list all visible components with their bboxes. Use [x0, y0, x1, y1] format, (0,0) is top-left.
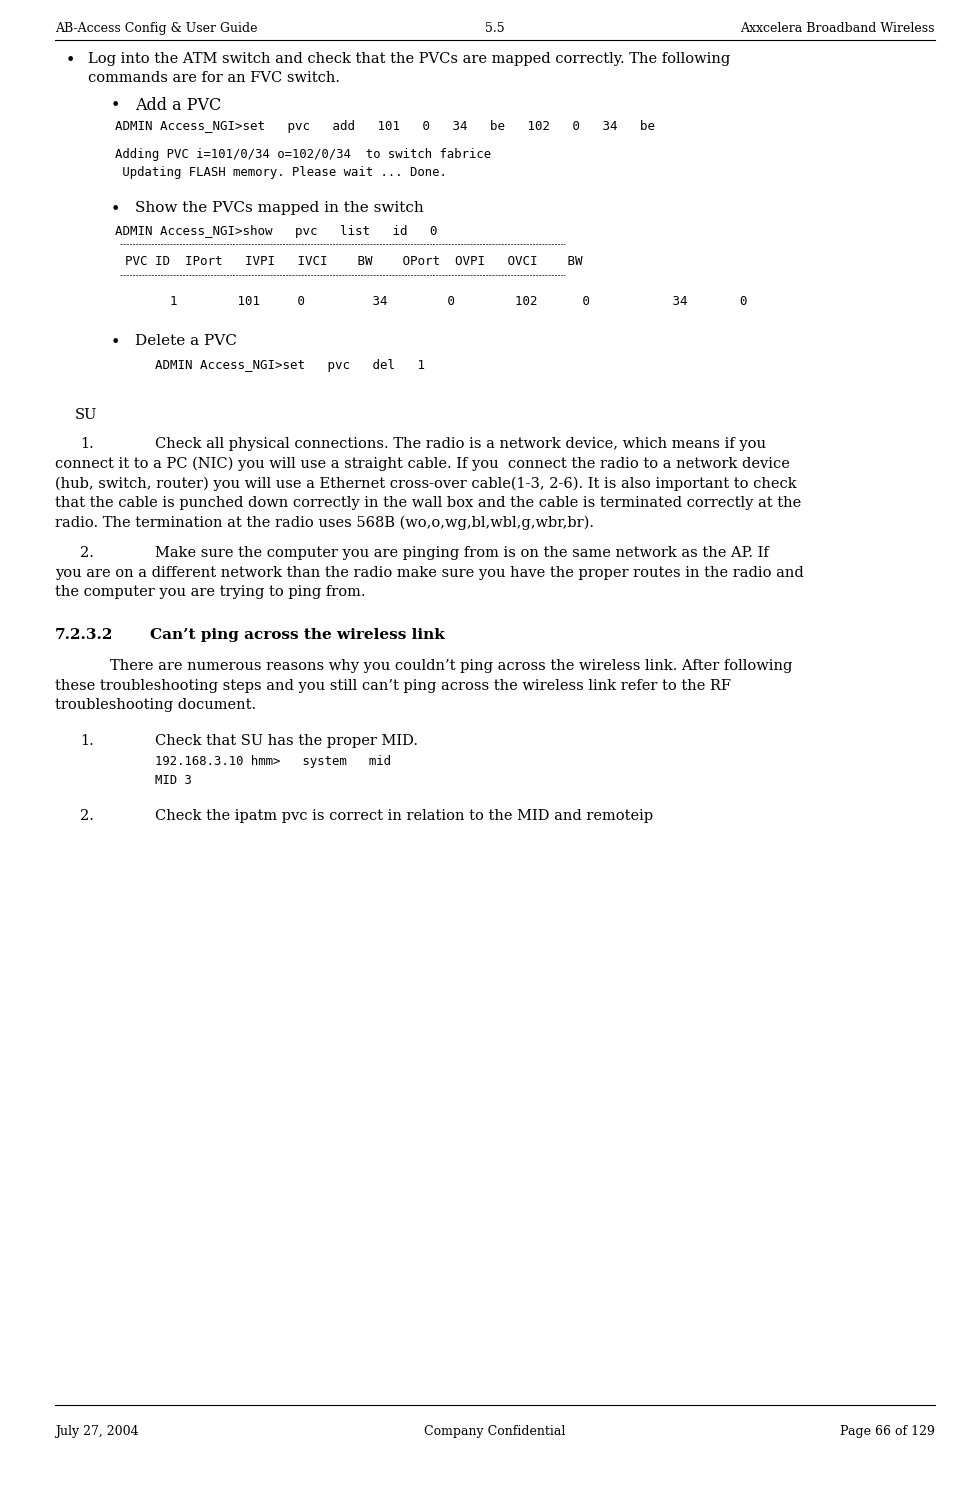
- Text: •: •: [110, 97, 120, 114]
- Text: Log into the ATM switch and check that the PVCs are mapped correctly. The follow: Log into the ATM switch and check that t…: [88, 52, 730, 66]
- Text: 1        101     0         34        0        102      0           34       0: 1 101 0 34 0 102 0 34 0: [125, 294, 748, 308]
- Text: Axxcelera Broadband Wireless: Axxcelera Broadband Wireless: [740, 22, 935, 34]
- Text: •: •: [110, 333, 120, 351]
- Text: that the cable is punched down correctly in the wall box and the cable is termin: that the cable is punched down correctly…: [55, 496, 801, 509]
- Text: 1.: 1.: [80, 734, 94, 747]
- Text: 192.168.3.10 hmm>   system   mid: 192.168.3.10 hmm> system mid: [155, 754, 391, 768]
- Text: Delete a PVC: Delete a PVC: [135, 333, 237, 348]
- Text: SU: SU: [75, 408, 98, 421]
- Text: PVC ID  IPort   IVPI   IVCI    BW    OPort  OVPI   OVCI    BW: PVC ID IPort IVPI IVCI BW OPort OVPI OVC…: [125, 255, 582, 267]
- Text: the computer you are trying to ping from.: the computer you are trying to ping from…: [55, 586, 366, 599]
- Text: Check all physical connections. The radio is a network device, which means if yo: Check all physical connections. The radi…: [155, 438, 766, 451]
- Text: Updating FLASH memory. Please wait ... Done.: Updating FLASH memory. Please wait ... D…: [115, 166, 447, 179]
- Text: Page 66 of 129: Page 66 of 129: [840, 1425, 935, 1439]
- Text: 7.2.3.2: 7.2.3.2: [55, 627, 113, 642]
- Text: Add a PVC: Add a PVC: [135, 97, 221, 114]
- Text: you are on a different network than the radio make sure you have the proper rout: you are on a different network than the …: [55, 566, 803, 580]
- Text: ADMIN Access_NGI>show   pvc   list   id   0: ADMIN Access_NGI>show pvc list id 0: [115, 224, 438, 238]
- Text: ADMIN Access_NGI>set   pvc   del   1: ADMIN Access_NGI>set pvc del 1: [155, 359, 425, 372]
- Text: Company Confidential: Company Confidential: [424, 1425, 566, 1439]
- Text: There are numerous reasons why you couldn’t ping across the wireless link. After: There are numerous reasons why you could…: [110, 659, 793, 674]
- Text: Make sure the computer you are pinging from is on the same network as the AP. If: Make sure the computer you are pinging f…: [155, 547, 768, 560]
- Text: commands are for an FVC switch.: commands are for an FVC switch.: [88, 72, 340, 85]
- Text: Check that SU has the proper MID.: Check that SU has the proper MID.: [155, 734, 418, 747]
- Text: 2.: 2.: [80, 808, 94, 823]
- Text: •: •: [110, 202, 120, 218]
- Text: •: •: [65, 52, 75, 69]
- Text: ADMIN Access_NGI>set   pvc   add   101   0   34   be   102   0   34   be: ADMIN Access_NGI>set pvc add 101 0 34 be…: [115, 120, 655, 133]
- Text: Check the ipatm pvc is correct in relation to the MID and remoteip: Check the ipatm pvc is correct in relati…: [155, 808, 653, 823]
- Text: Adding PVC i=101/0/34 o=102/0/34  to switch fabrice: Adding PVC i=101/0/34 o=102/0/34 to swit…: [115, 148, 491, 160]
- Text: 5.5: 5.5: [486, 22, 505, 34]
- Text: 1.: 1.: [80, 438, 94, 451]
- Text: connect it to a PC (NIC) you will use a straight cable. If you  connect the radi: connect it to a PC (NIC) you will use a …: [55, 457, 790, 471]
- Text: 2.: 2.: [80, 547, 94, 560]
- Text: July 27, 2004: July 27, 2004: [55, 1425, 138, 1439]
- Text: Show the PVCs mapped in the switch: Show the PVCs mapped in the switch: [135, 202, 424, 215]
- Text: MID 3: MID 3: [155, 774, 192, 786]
- Text: these troubleshooting steps and you still can’t ping across the wireless link re: these troubleshooting steps and you stil…: [55, 678, 731, 693]
- Text: AB-Access Config & User Guide: AB-Access Config & User Guide: [55, 22, 257, 34]
- Text: (hub, switch, router) you will use a Ethernet cross-over cable(1-3, 2-6). It is : (hub, switch, router) you will use a Eth…: [55, 477, 797, 490]
- Text: radio. The termination at the radio uses 568B (wo,o,wg,bl,wbl,g,wbr,br).: radio. The termination at the radio uses…: [55, 515, 594, 529]
- Text: troubleshooting document.: troubleshooting document.: [55, 698, 256, 713]
- Text: Can’t ping across the wireless link: Can’t ping across the wireless link: [150, 627, 445, 642]
